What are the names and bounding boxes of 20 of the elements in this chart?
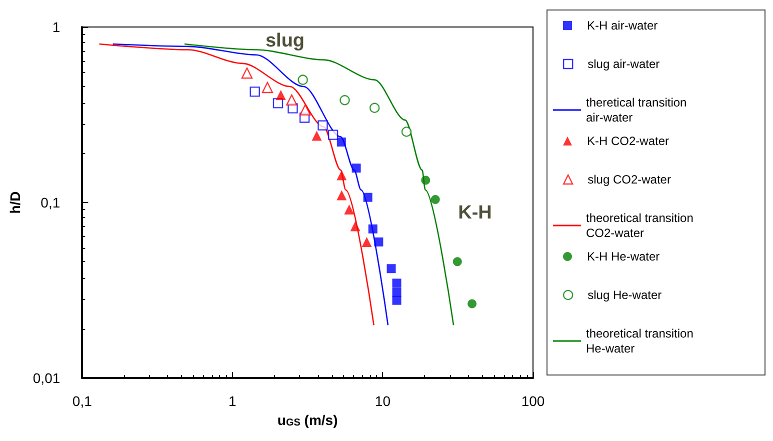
legend-label: K-H CO2-water [587,134,670,148]
x-tick-label: 100 [521,393,545,409]
legend-label: theoretical transition He-water [586,326,697,356]
legend-label: slug He-water [588,288,662,302]
legend-label: theoretical transition CO2-water [586,211,697,240]
x-tick-label: 0,1 [72,393,92,409]
legend-label: K-H air-water [587,18,658,32]
annotation: slug [265,30,305,52]
y-tick-label: 1 [52,19,60,35]
y-axis-title: h/D [7,191,23,214]
annotation: K-H [458,202,492,224]
x-tick-label: 1 [228,393,237,409]
legend-label: theretical transition air-water [586,96,690,124]
y-tick-label: 0,1 [40,194,60,210]
legend-label: slug CO2-water [588,172,671,186]
x-tick-label: 10 [374,393,391,409]
y-tick-label: 0,01 [32,370,60,386]
x-axis-title: uGS (m/s) [277,412,338,428]
legend-label: slug air-water [588,57,660,71]
legend-label: K-H He-water [587,250,660,264]
